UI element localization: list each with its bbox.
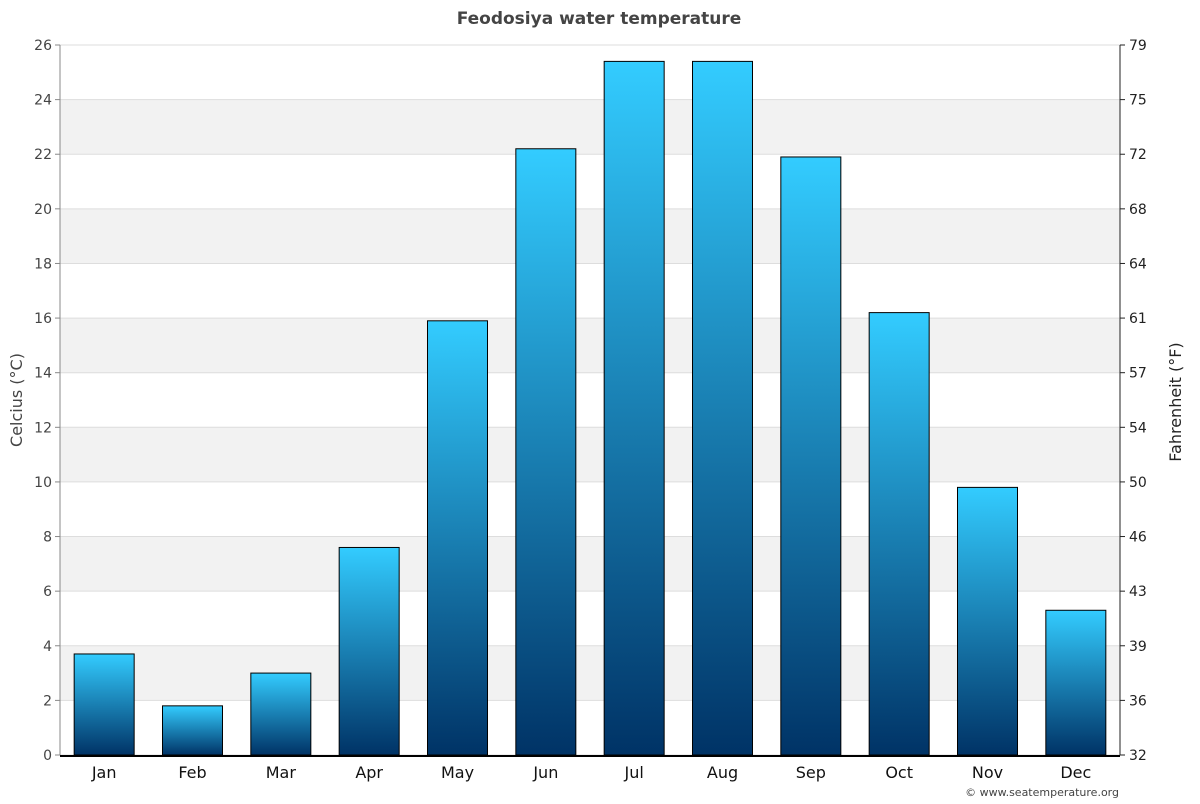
x-tick-label: Dec [1060,763,1091,782]
x-tick-label: Jun [532,763,558,782]
y-axis-label: Celcius (°C) [7,353,26,447]
bar-aug [692,60,753,756]
bar-jul [603,60,665,756]
grid-band [60,645,1120,701]
grid-band [60,208,1120,264]
bar-nov [957,486,1018,756]
y2-tick-label: 36 [1129,693,1147,709]
x-tick-label: Oct [885,763,913,782]
y2-tick-label: 50 [1129,475,1147,491]
credit: © www.seatemperature.org [965,786,1119,799]
x-tick-label: Apr [355,763,383,782]
x-tick-label: Feb [178,763,206,782]
x-tick-label: Nov [972,763,1003,782]
y2-tick-label: 39 [1129,639,1147,655]
bar-oct [868,312,930,756]
y-tick-label: 8 [43,530,52,546]
y-tick-label: 10 [34,475,52,491]
bar-jun [515,148,577,756]
bar-apr [338,546,400,756]
y-tick-label: 12 [34,420,52,436]
y2-tick-label: 75 [1129,93,1147,109]
y2-tick-label: 68 [1129,202,1147,218]
y2-tick-label: 54 [1129,420,1147,436]
bar-sep [780,156,842,756]
x-tick-label: Jan [91,763,117,782]
y-tick-label: 2 [43,693,52,709]
y2-tick-label: 61 [1129,311,1147,327]
x-tick-label: May [441,763,474,782]
y-tick-label: 22 [34,147,52,163]
grid-band [60,427,1120,482]
x-tick-label: Sep [796,763,826,782]
y2-tick-label: 79 [1129,38,1147,54]
y-tick-label: 16 [34,311,52,327]
grid-band [60,318,1120,373]
bar-feb [162,705,223,756]
y2-tick-label: 32 [1129,748,1147,764]
y-tick-label: 18 [34,256,52,272]
chart-title: Feodosiya water temperature [457,9,742,29]
y-tick-label: 0 [43,748,52,764]
grid-band [60,536,1120,592]
bar-dec [1045,609,1107,756]
bar-mar [250,672,312,756]
y-tick-label: 4 [43,639,52,655]
y2-tick-label: 72 [1129,147,1147,163]
grid-band [60,99,1120,155]
y-tick-label: 20 [34,202,52,218]
y-tick-label: 24 [34,93,52,109]
y-tick-label: 26 [34,38,52,54]
y2-tick-label: 57 [1129,366,1147,382]
x-tick-label: Jul [624,763,644,782]
x-tick-label: Aug [707,763,738,782]
y2-tick-label: 43 [1129,584,1147,600]
y2-axis-label: Fahrenheit (°F) [1166,342,1185,461]
y2-tick-label: 46 [1129,530,1147,546]
y-tick-label: 6 [43,584,52,600]
y2-tick-label: 64 [1129,256,1147,272]
bar-jan [73,653,135,756]
x-tick-label: Mar [266,763,297,782]
bar-may [427,320,488,756]
y-tick-label: 14 [34,366,52,382]
